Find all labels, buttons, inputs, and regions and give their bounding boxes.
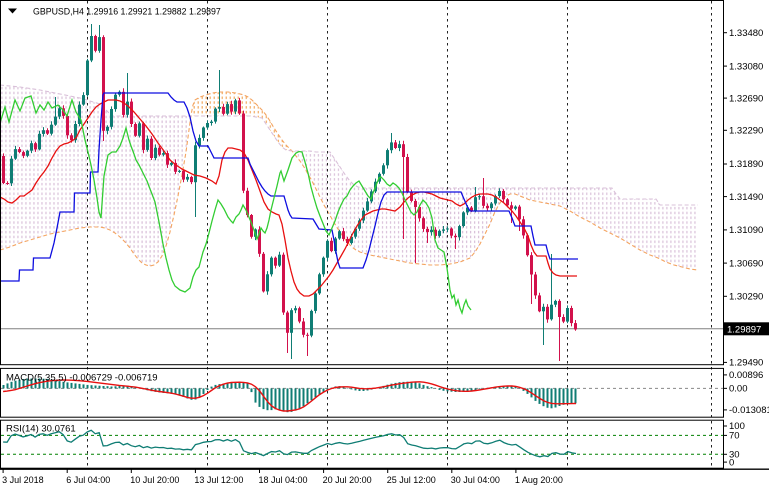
svg-text:RSI(14) 30.0761: RSI(14) 30.0761 (6, 424, 76, 435)
svg-text:GBPUSD,H4 1.29916 1.29921 1.2: GBPUSD,H4 1.29916 1.29921 1.29882 1.2989… (33, 7, 221, 17)
svg-text:1.32290: 1.32290 (729, 126, 763, 137)
svg-text:13 Jul 12:00: 13 Jul 12:00 (194, 475, 243, 485)
svg-text:1.29490: 1.29490 (729, 358, 763, 369)
svg-text:1.33480: 1.33480 (729, 28, 763, 39)
svg-text:30 Jul 04:00: 30 Jul 04:00 (451, 475, 500, 485)
svg-text:1 Aug 20:00: 1 Aug 20:00 (515, 475, 563, 485)
svg-text:0: 0 (729, 457, 734, 468)
svg-text:-0.013081: -0.013081 (729, 405, 769, 416)
svg-text:1.30290: 1.30290 (729, 292, 763, 303)
svg-text:25 Jul 12:00: 25 Jul 12:00 (387, 475, 436, 485)
svg-text:MACD(5,35,5) -0.006729 -0.0067: MACD(5,35,5) -0.006729 -0.006719 (6, 373, 158, 384)
svg-text:1.31090: 1.31090 (729, 225, 763, 236)
svg-text:6 Jul 04:00: 6 Jul 04:00 (66, 475, 110, 485)
svg-text:1.30690: 1.30690 (729, 258, 763, 269)
svg-text:1.31490: 1.31490 (729, 192, 763, 203)
svg-text:70: 70 (729, 431, 740, 442)
svg-text:0.00896: 0.00896 (729, 370, 763, 381)
svg-text:1.31890: 1.31890 (729, 159, 763, 170)
svg-text:10 Jul 20:00: 10 Jul 20:00 (130, 475, 179, 485)
svg-text:3 Jul 2018: 3 Jul 2018 (2, 475, 44, 485)
svg-text:0.00: 0.00 (729, 384, 748, 395)
svg-text:1.32690: 1.32690 (729, 93, 763, 104)
svg-text:1.33080: 1.33080 (729, 61, 763, 72)
svg-text:18 Jul 04:00: 18 Jul 04:00 (259, 475, 308, 485)
svg-text:20 Jul 20:00: 20 Jul 20:00 (323, 475, 372, 485)
svg-text:1.29897: 1.29897 (727, 324, 761, 335)
